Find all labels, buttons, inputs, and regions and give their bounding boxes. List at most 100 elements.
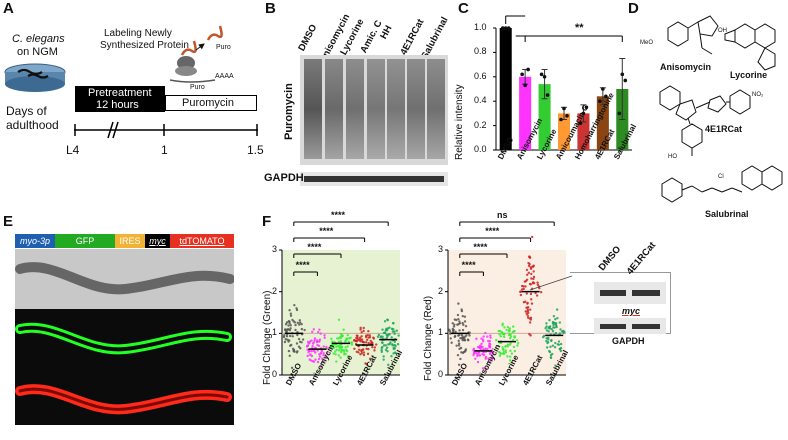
data-point: [453, 323, 456, 326]
data-point: [474, 357, 477, 360]
data-point: [386, 327, 390, 330]
data-point: [530, 277, 533, 280]
data-point: [488, 342, 492, 346]
data-point: [465, 334, 468, 337]
data-point: [457, 344, 461, 347]
data-point: [337, 318, 341, 321]
data-point: [557, 343, 561, 346]
data-point: [391, 330, 395, 333]
data-point: [285, 330, 288, 333]
data-point: [337, 344, 340, 348]
data-point: [525, 278, 529, 282]
data-point: [394, 338, 397, 341]
data-point: [499, 335, 503, 338]
data-point: [359, 340, 362, 343]
data-point: [333, 340, 336, 344]
data-point: [310, 354, 314, 358]
data-point: [545, 322, 548, 325]
blot-smear: [304, 59, 445, 159]
data-point: [457, 302, 460, 305]
data-point: [562, 106, 566, 111]
data-point: [338, 344, 341, 347]
data-point: [456, 353, 460, 357]
panel-label-d: D: [628, 0, 639, 17]
data-point: [296, 333, 299, 337]
data-point: [330, 337, 333, 340]
data-point: [372, 337, 376, 340]
data-point: [389, 341, 392, 344]
data-point: [501, 332, 505, 336]
data-point: [529, 266, 533, 269]
data-point: [292, 320, 295, 323]
data-point: [468, 334, 471, 337]
data-point: [545, 339, 548, 343]
data-point: [527, 264, 531, 268]
data-point: [457, 334, 460, 337]
data-point: [487, 344, 491, 347]
x-tick-label: 4E1RCat: [520, 353, 545, 387]
data-point: [458, 320, 461, 323]
data-point: [488, 339, 492, 343]
data-point: [347, 337, 351, 340]
data-point: [307, 342, 310, 345]
data-point: [296, 350, 299, 353]
data-point: [486, 339, 490, 343]
data-point: [345, 349, 349, 353]
data-point: [386, 335, 389, 338]
data-point: [456, 313, 460, 317]
data-point: [451, 329, 455, 332]
data-point: [367, 347, 370, 351]
data-point: [554, 322, 558, 325]
data-point: [359, 338, 362, 341]
data-point: [556, 316, 559, 320]
data-point: [311, 360, 314, 363]
data-point: [504, 349, 507, 352]
data-point: [530, 272, 533, 276]
data-point: [484, 348, 487, 352]
data-point: [457, 333, 461, 337]
data-point: [316, 349, 319, 352]
data-point: [285, 328, 289, 331]
data-point: [293, 321, 297, 324]
data-point: [461, 335, 464, 338]
data-point: [296, 330, 299, 334]
gfp-worm-image: [15, 309, 234, 367]
data-point: [478, 351, 481, 354]
data-point: [498, 329, 502, 333]
data-point: [488, 343, 492, 346]
data-point: [506, 325, 510, 329]
data-point: [361, 340, 364, 343]
data-point: [481, 345, 484, 349]
data-point: [546, 341, 549, 345]
data-point: [339, 340, 343, 343]
days-label-1: Days of: [6, 104, 47, 118]
data-point: [336, 337, 339, 340]
data-point: [499, 352, 503, 355]
data-point: [353, 347, 356, 350]
y-tick-label: 1: [272, 327, 278, 338]
data-point: [388, 326, 391, 329]
data-point: [283, 340, 287, 344]
x-tick-label: Salubrinal: [544, 348, 571, 387]
data-point: [316, 343, 319, 347]
data-point: [300, 327, 304, 331]
x-tick-label: DMSO: [495, 135, 515, 161]
data-point: [532, 281, 536, 285]
data-point: [504, 345, 507, 348]
data-point: [291, 335, 294, 338]
y-tick-label: 3: [272, 244, 278, 254]
data-point: [548, 349, 551, 353]
data-point: [370, 341, 373, 345]
significance-label: ****: [295, 260, 310, 270]
data-point: [498, 354, 502, 358]
data-point: [338, 346, 341, 349]
data-point: [381, 328, 384, 331]
data-point: [300, 332, 304, 336]
data-point: [549, 353, 553, 357]
panel-label-b: B: [265, 0, 276, 17]
data-point: [497, 329, 500, 333]
data-point: [478, 346, 482, 349]
red-ylabel: Fold Change (Red): [423, 295, 434, 381]
data-point: [381, 338, 384, 342]
data-point: [339, 356, 342, 359]
